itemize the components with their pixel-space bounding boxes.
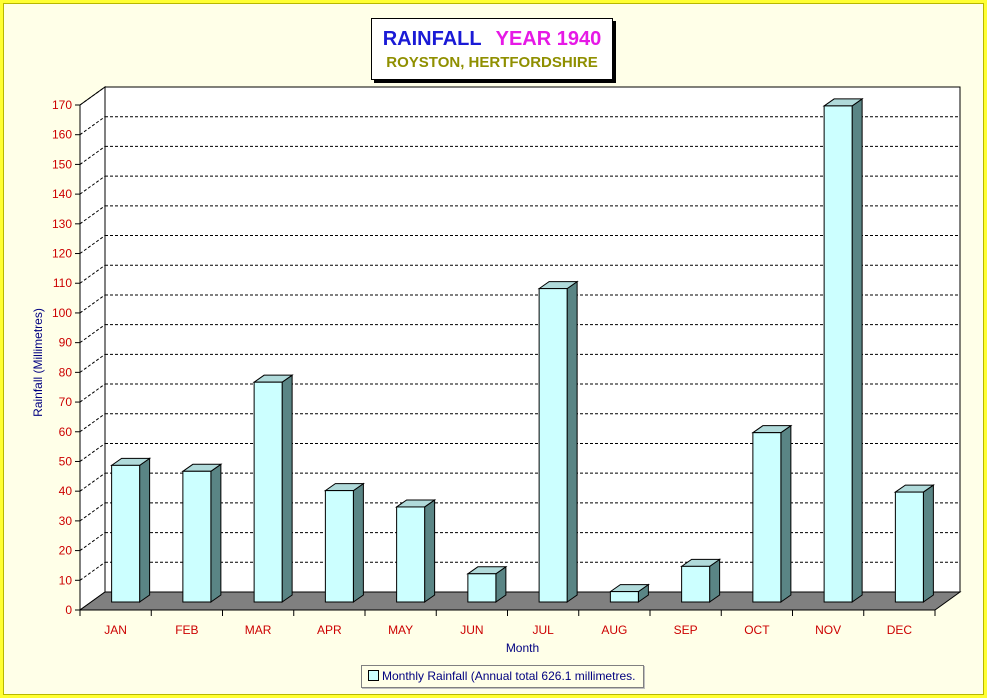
chart-title-box: RAINFALL YEAR 1940 ROYSTON, HERTFORDSHIRE	[371, 18, 613, 80]
gridline-diagonal	[79, 235, 106, 254]
gridline-diagonal	[79, 86, 106, 106]
chart-title: RAINFALL YEAR 1940	[372, 27, 612, 51]
x-tick-label: DEC	[887, 623, 913, 637]
x-tick-label: FEB	[175, 623, 198, 637]
y-tick-label: 170	[52, 98, 72, 112]
x-axis-title: Month	[506, 641, 539, 655]
y-tick-label: 40	[59, 484, 73, 498]
gridline-diagonal	[79, 353, 106, 373]
y-tick-label: 30	[59, 514, 73, 528]
bar	[823, 105, 853, 603]
legend-label: Monthly Rainfall (Annual total 626.1 mil…	[382, 669, 636, 683]
x-tick-label: MAR	[245, 623, 272, 637]
y-tick-label: 100	[52, 306, 72, 320]
gridline-diagonal	[79, 413, 106, 433]
gridline-diagonal	[79, 502, 106, 522]
bar-side	[139, 457, 151, 603]
y-axis-title: Rainfall (Millimetres)	[31, 308, 45, 417]
gridline-diagonal	[79, 472, 106, 492]
y-tick-label: 10	[59, 573, 73, 587]
y-tick-label: 90	[59, 336, 73, 350]
gridline-diagonal	[79, 443, 106, 462]
bar	[609, 591, 639, 603]
y-tick-label: 80	[59, 365, 73, 379]
bar-side	[352, 482, 364, 603]
x-tick-label: MAY	[388, 623, 413, 637]
y-tick-label: 20	[59, 544, 73, 558]
bar	[396, 506, 426, 603]
y-tick-label: 140	[52, 187, 72, 201]
bar-side	[851, 97, 863, 603]
chart-subtitle: ROYSTON, HERTFORDSHIRE	[386, 54, 598, 71]
gridline-diagonal	[79, 561, 106, 581]
bar-side	[566, 280, 578, 603]
x-tick-label: NOV	[815, 623, 841, 637]
gridline-diagonal	[79, 324, 106, 344]
gridline-diagonal	[79, 532, 106, 551]
x-tick-label: JUL	[532, 623, 554, 637]
y-tick-label: 110	[53, 276, 72, 290]
bar	[182, 470, 212, 603]
bar	[467, 573, 497, 603]
y-tick-label: 160	[52, 128, 72, 142]
bar-side	[281, 374, 293, 603]
y-tick-label: 130	[52, 217, 72, 231]
y-tick-label: 50	[59, 454, 73, 468]
y-tick-label: 150	[52, 157, 72, 171]
x-tick-label: JUN	[460, 623, 483, 637]
bar-side	[780, 424, 792, 603]
gridline-diagonal	[79, 383, 106, 403]
gridline-diagonal	[79, 294, 106, 314]
bar	[111, 464, 141, 603]
y-tick-label: 120	[52, 247, 72, 261]
bar-side	[922, 484, 934, 603]
x-tick-label: SEP	[674, 623, 698, 637]
gridline-diagonal	[79, 116, 106, 136]
chart-left-wall	[79, 86, 106, 611]
y-tick-label: 0	[65, 603, 72, 617]
chart-legend: Monthly Rainfall (Annual total 626.1 mil…	[361, 665, 645, 688]
x-tick-label: AUG	[601, 623, 627, 637]
x-tick-label: OCT	[744, 623, 770, 637]
x-tick-label: APR	[317, 623, 342, 637]
bar	[894, 491, 924, 603]
title-year: YEAR 1940	[495, 28, 602, 50]
bar	[324, 490, 354, 603]
gridline-diagonal	[79, 205, 106, 225]
bar	[752, 432, 782, 603]
gridline-diagonal	[79, 264, 106, 284]
title-main: RAINFALL	[382, 28, 482, 50]
bar-side	[210, 463, 222, 603]
x-tick-label: JAN	[104, 623, 127, 637]
bar	[538, 288, 568, 603]
bar-side	[424, 498, 436, 603]
gridline-diagonal	[79, 175, 106, 195]
y-tick-label: 60	[59, 425, 73, 439]
legend-swatch	[368, 670, 379, 681]
gridline-diagonal	[79, 146, 106, 165]
y-tick-label: 70	[59, 395, 73, 409]
bar	[253, 381, 283, 603]
bar	[681, 565, 711, 603]
